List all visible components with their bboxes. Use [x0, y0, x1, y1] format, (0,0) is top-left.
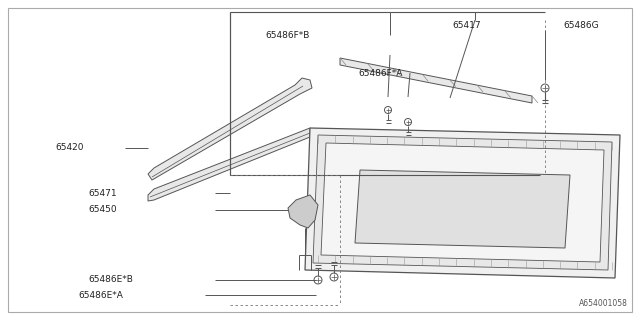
Polygon shape	[288, 195, 318, 228]
Polygon shape	[321, 143, 604, 262]
Text: 65486F*B: 65486F*B	[265, 30, 309, 39]
Text: 65420: 65420	[55, 143, 83, 153]
Polygon shape	[305, 128, 620, 278]
Polygon shape	[313, 135, 612, 270]
Text: 65417: 65417	[452, 20, 481, 29]
Text: A654001058: A654001058	[579, 299, 628, 308]
Text: 65486G: 65486G	[563, 20, 598, 29]
Polygon shape	[148, 128, 310, 201]
Polygon shape	[340, 58, 532, 103]
Text: 65486F*A: 65486F*A	[358, 68, 403, 77]
Text: 65450: 65450	[88, 205, 116, 214]
Polygon shape	[148, 78, 312, 180]
Text: 65486E*B: 65486E*B	[88, 276, 133, 284]
Polygon shape	[355, 170, 570, 248]
Text: 65486E*A: 65486E*A	[78, 291, 123, 300]
Text: 65471: 65471	[88, 188, 116, 197]
